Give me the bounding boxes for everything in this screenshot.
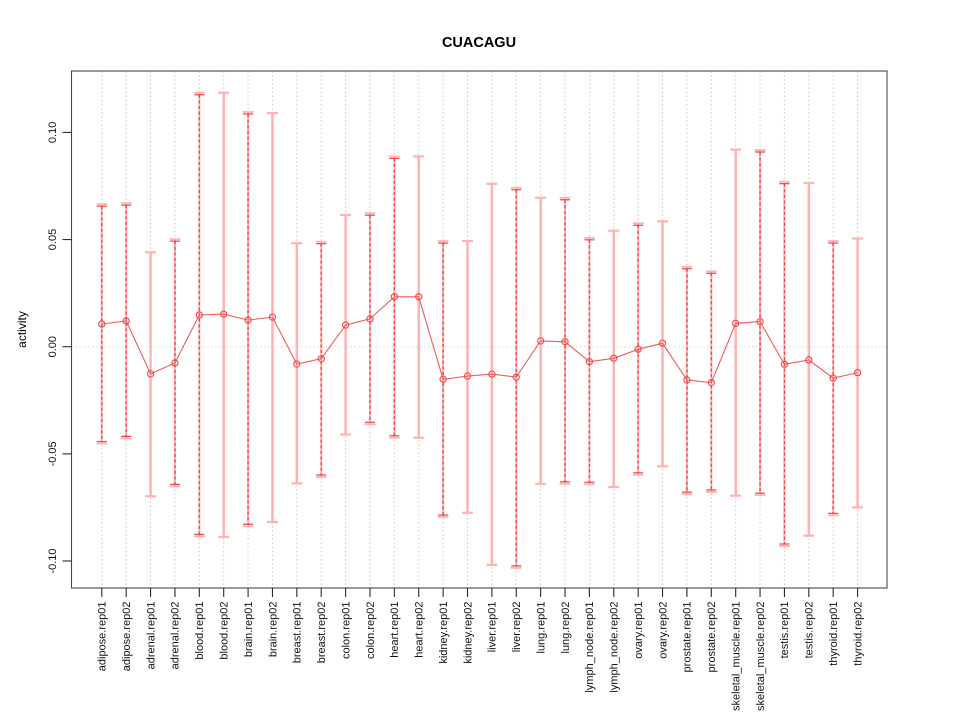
- series-line: [101, 296, 858, 384]
- data-point: [610, 354, 618, 362]
- x-tick-label: skeletal_muscle.rep01: [731, 602, 743, 711]
- data-point: [805, 356, 813, 364]
- plot-border: [70, 70, 888, 589]
- data-point: [683, 376, 691, 384]
- x-tick-label: adrenal.rep01: [145, 602, 157, 670]
- y-tick-label: 0.05: [47, 229, 59, 250]
- x-tick-label: brain.rep01: [243, 602, 255, 658]
- x-tick-label: testis.rep02: [804, 602, 816, 659]
- y-tick-label: -0.05: [47, 441, 59, 466]
- x-tick-label: testis.rep01: [779, 602, 791, 659]
- data-point: [512, 373, 520, 381]
- plot-area: 0.10 0.05 0.00 -0.05 -0.10 adipose.rep01 adipo…: [47, 70, 888, 711]
- x-tick-label: lung.rep02: [560, 602, 572, 654]
- y-axis-title: activity: [15, 311, 29, 348]
- x-tick-label: thyroid.rep02: [852, 602, 864, 666]
- x-tick-label: breast.rep01: [292, 602, 304, 664]
- x-tick-label: prostate.rep02: [706, 602, 718, 673]
- data-point: [390, 293, 399, 301]
- data-point: [488, 370, 496, 378]
- data-point: [561, 338, 569, 346]
- data-point: [463, 372, 472, 380]
- y-tick-label: 0.00: [47, 336, 59, 357]
- x-tick-label: adipose.rep02: [121, 602, 133, 672]
- data-point: [98, 320, 106, 328]
- y-tick-label: 0.10: [47, 122, 59, 143]
- data-point: [756, 317, 764, 326]
- chart-title: CUACAGU: [442, 35, 516, 51]
- data-point: [415, 293, 423, 301]
- data-point: [244, 316, 252, 324]
- x-tick-label: lymph_node.rep01: [584, 602, 596, 693]
- x-tick-label: heart.rep01: [389, 602, 401, 658]
- x-tick-label: kidney.rep01: [438, 602, 450, 664]
- x-tick-label: ovary.rep02: [657, 602, 669, 659]
- data-point: [780, 360, 789, 368]
- x-tick-label: lymph_node.rep02: [609, 602, 621, 693]
- data-point: [146, 370, 155, 378]
- data-point: [634, 345, 642, 353]
- data-point: [707, 379, 715, 387]
- x-tick-label: brain.rep02: [267, 602, 279, 658]
- x-tick-label: colon.rep01: [340, 602, 352, 660]
- data-point: [585, 358, 594, 366]
- x-tick-label: colon.rep02: [365, 602, 377, 660]
- data-point: [220, 310, 228, 318]
- x-tick-label: adipose.rep01: [97, 602, 109, 672]
- x-tick-label: heart.rep02: [414, 602, 426, 658]
- x-tick-label: liver.rep01: [487, 602, 499, 653]
- x-tick-label: skeletal_muscle.rep02: [755, 602, 767, 711]
- data-point: [195, 311, 203, 319]
- data-point: [439, 375, 447, 383]
- data-point: [268, 313, 277, 321]
- data-point: [732, 319, 740, 328]
- x-tick-label: prostate.rep01: [682, 602, 694, 673]
- data-point: [853, 368, 862, 377]
- x-tick-label: liver.rep02: [511, 602, 523, 653]
- data-point: [341, 321, 350, 329]
- x-tick-label: breast.rep02: [316, 602, 328, 664]
- x-tick-label: adrenal.rep02: [170, 602, 182, 670]
- data-point: [829, 374, 837, 382]
- x-tick-label: blood.rep02: [219, 602, 231, 660]
- data-point: [122, 317, 130, 325]
- data-point: [171, 359, 179, 367]
- y-tick-label: -0.10: [47, 548, 59, 573]
- x-tick-label: kidney.rep02: [462, 602, 474, 664]
- x-tick-label: ovary.rep01: [633, 602, 645, 659]
- data-point: [366, 315, 374, 323]
- data-point: [317, 355, 325, 363]
- data-point: [658, 339, 667, 347]
- data-point: [293, 360, 301, 368]
- x-tick-label: blood.rep01: [194, 602, 206, 660]
- x-tick-label: thyroid.rep01: [828, 602, 840, 666]
- data-point: [536, 337, 545, 345]
- x-tick-label: lung.rep01: [535, 602, 547, 654]
